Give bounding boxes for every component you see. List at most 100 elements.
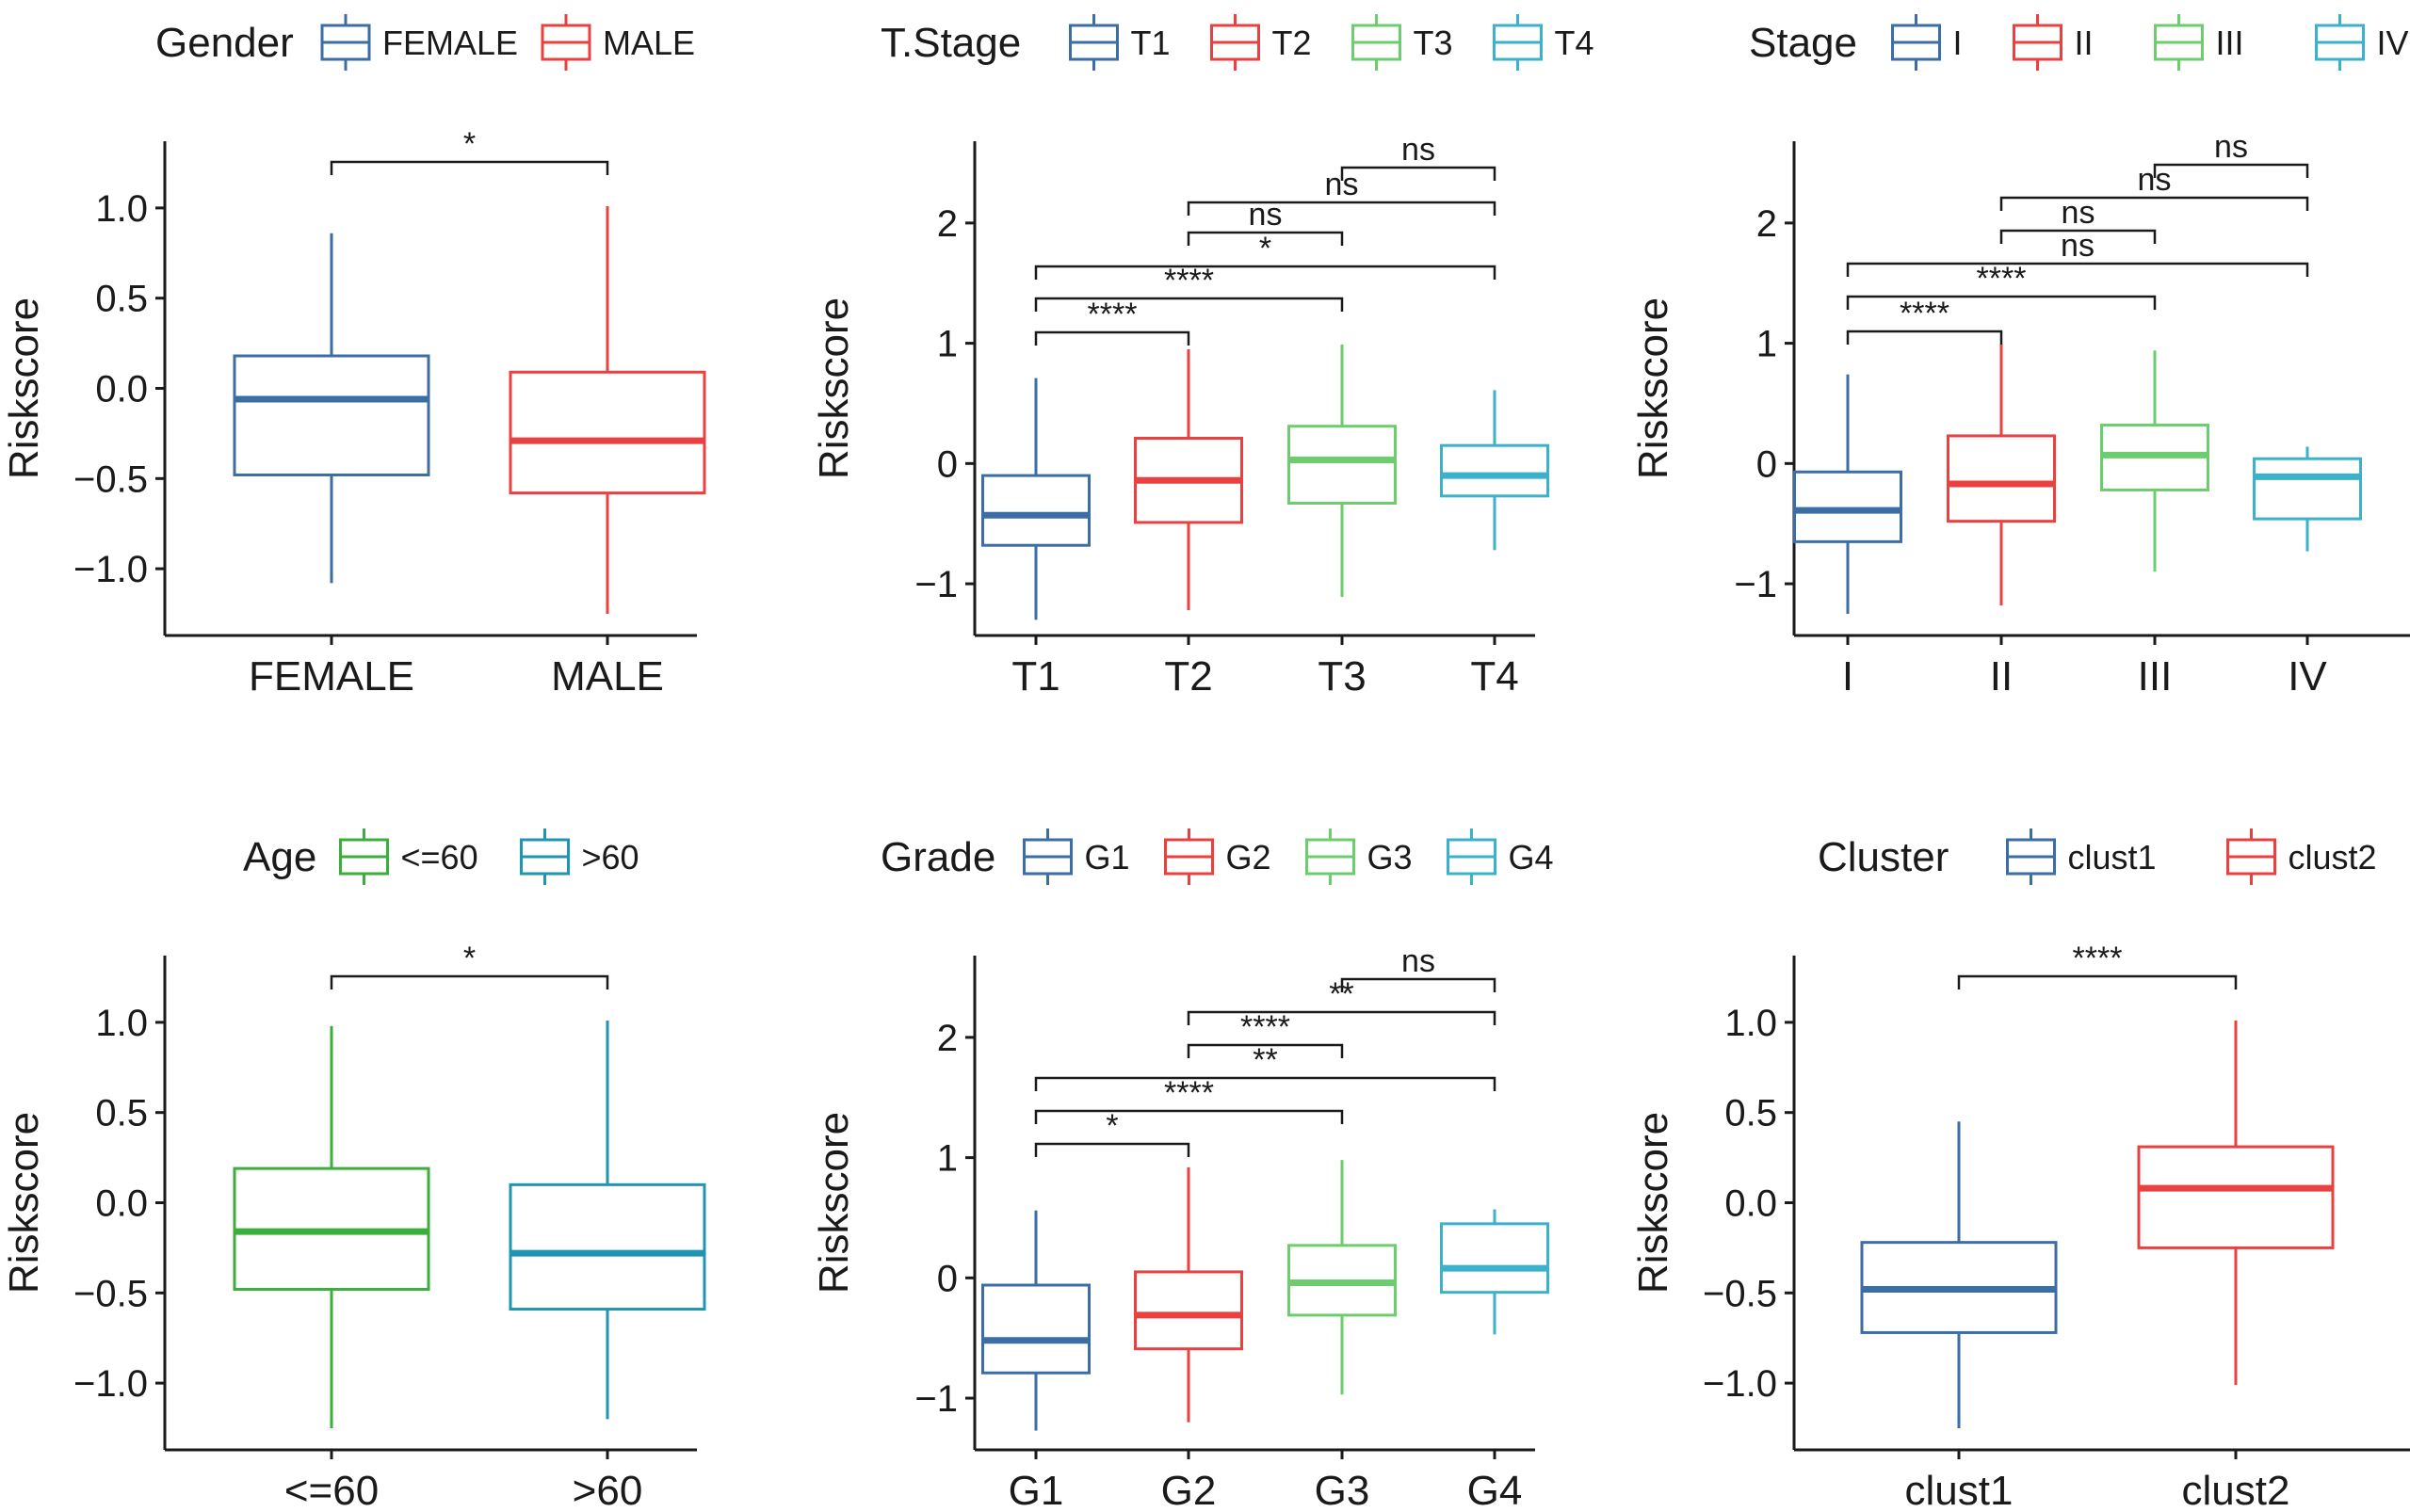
- bracket-line: [1187, 1043, 1344, 1058]
- box-G2: [1134, 1166, 1243, 1423]
- legend-title: Gender: [155, 20, 294, 66]
- significance-label: ns: [2061, 228, 2095, 264]
- box-G3: [1287, 1160, 1397, 1395]
- y-tick-label: −1.0: [1703, 1363, 1777, 1405]
- legend-key: [2226, 828, 2276, 885]
- legend-title: Age: [243, 834, 316, 880]
- x-tick-label: II: [1990, 653, 2013, 700]
- legend-label: MALE: [603, 24, 695, 62]
- x-tick-label: G2: [1161, 1468, 1217, 1512]
- legend-title: T.Stage: [881, 20, 1021, 66]
- bracket-line: [1846, 330, 2003, 345]
- legend-label: G4: [1509, 838, 1554, 877]
- legend-label: G2: [1226, 838, 1271, 877]
- legend: Age <=60 >60: [243, 828, 639, 885]
- bracket-line: [1034, 1142, 1190, 1157]
- legend-label: clust2: [2289, 838, 2377, 877]
- box-T4: [1440, 390, 1549, 551]
- x-tick-label: IV: [2288, 653, 2327, 700]
- significance-bracket: ****: [1187, 1009, 1344, 1058]
- bracket-line: [1034, 1109, 1344, 1124]
- legend-label: II: [2075, 24, 2094, 62]
- significance-label: ****: [2073, 941, 2123, 976]
- legend-label: G3: [1367, 838, 1413, 877]
- significance-label: *: [1259, 231, 1271, 266]
- box-G1: [981, 1210, 1091, 1431]
- significance-bracket: *: [1034, 231, 1496, 280]
- legend-key: [1493, 14, 1543, 71]
- y-tick-label: 0.5: [95, 279, 148, 320]
- y-tick-label: 0.0: [1724, 1183, 1777, 1225]
- iqr-box: [981, 1283, 1091, 1375]
- iqr-box: [1134, 1270, 1243, 1351]
- x-tick-label: T1: [1011, 653, 1059, 700]
- y-tick-label: 0: [1756, 443, 1777, 485]
- iqr-box: [509, 1182, 706, 1311]
- y-tick-label: 0.5: [1724, 1093, 1777, 1134]
- bracket-line: [1957, 974, 2238, 989]
- significance-label: *: [463, 126, 476, 162]
- bracket-line: [1340, 977, 1496, 992]
- legend-key: [1210, 14, 1260, 71]
- significance-bracket: ****: [1034, 297, 1190, 346]
- legend-key: [2013, 14, 2062, 71]
- y-tick-label: 1.0: [95, 1003, 148, 1044]
- significance-bracket: ns: [1999, 195, 2157, 244]
- bracket-line: [2153, 163, 2309, 178]
- significance-label: ****: [1088, 297, 1138, 332]
- legend: Cluster clust1 clust2: [1818, 828, 2377, 885]
- legend-title: Cluster: [1818, 834, 1949, 880]
- legend-key: [1023, 828, 1073, 885]
- x-tick-label: G3: [1315, 1468, 1370, 1512]
- significance-bracket: ****: [1846, 296, 2003, 345]
- significance-label: **: [1253, 1042, 1277, 1078]
- legend-label: T2: [1272, 24, 1312, 62]
- bracket-line: [1999, 196, 2309, 211]
- x-tick-label: <=60: [284, 1468, 379, 1512]
- box-II: [1947, 344, 2056, 606]
- y-tick-label: 1: [1756, 324, 1777, 365]
- significance-bracket: *: [330, 126, 609, 175]
- y-axis-title: Riskscore: [1, 298, 47, 479]
- box-IV: [2253, 446, 2362, 552]
- legend-label: III: [2216, 24, 2244, 62]
- significance-label: ****: [1164, 263, 1214, 298]
- y-tick-label: 1: [937, 1138, 958, 1180]
- bracket-line: [330, 974, 609, 989]
- iqr-box: [1440, 443, 1549, 498]
- bracket-line: [1187, 1010, 1496, 1025]
- x-tick-label: G4: [1467, 1468, 1523, 1512]
- iqr-box: [1440, 1222, 1549, 1295]
- iqr-box: [2137, 1145, 2335, 1249]
- y-tick-label: 0.0: [95, 1183, 148, 1225]
- iqr-box: [233, 354, 430, 476]
- legend-key: [1164, 828, 1214, 885]
- significance-bracket: ns: [1340, 943, 1496, 992]
- x-tick-label: T3: [1318, 653, 1366, 700]
- legend-key: [1305, 828, 1355, 885]
- legend: Stage I II III IV: [1749, 14, 2409, 71]
- x-tick-label: T4: [1470, 653, 1518, 700]
- y-axis-title: Riskscore: [1630, 298, 1676, 479]
- bracket-line: [1187, 201, 1496, 216]
- x-tick-label: MALE: [551, 653, 664, 700]
- legend: Grade G1 G2 G3 G4: [881, 828, 1554, 885]
- x-tick-label: T2: [1164, 653, 1212, 700]
- legend-label: <=60: [401, 838, 478, 877]
- legend-label: T1: [1131, 24, 1171, 62]
- y-tick-label: 1.0: [95, 188, 148, 230]
- legend-key: [1891, 14, 1941, 71]
- box-T2: [1134, 348, 1243, 611]
- legend-key: [2006, 828, 2056, 885]
- iqr-box: [1287, 425, 1397, 505]
- significance-bracket: *: [330, 941, 609, 989]
- x-tick-label: III: [2138, 653, 2173, 700]
- y-tick-label: −1.0: [73, 1363, 148, 1405]
- legend-key: [320, 14, 371, 71]
- box-G4: [1440, 1209, 1549, 1335]
- box-clust2: [2137, 1020, 2335, 1386]
- significance-bracket: ns: [1846, 228, 2309, 277]
- y-tick-label: −1: [914, 564, 958, 605]
- significance-bracket: ns: [1187, 167, 1496, 216]
- legend-title: Grade: [881, 834, 995, 880]
